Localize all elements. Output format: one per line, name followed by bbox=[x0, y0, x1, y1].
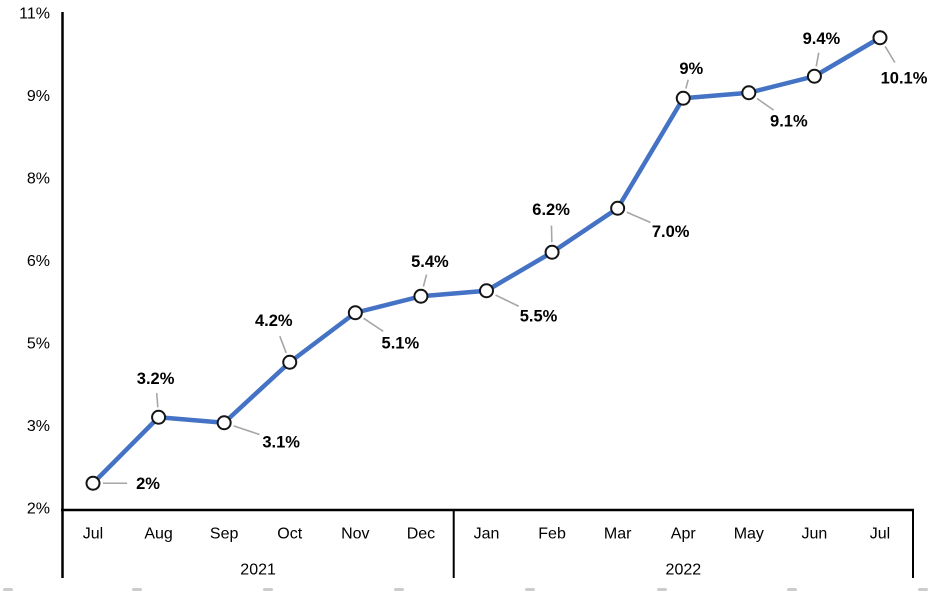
label-leader-line bbox=[422, 274, 428, 287]
data-point-marker bbox=[347, 305, 363, 321]
data-point-marker bbox=[282, 354, 298, 370]
data-point-label: 3.1% bbox=[262, 433, 300, 451]
data-point-label: 5.1% bbox=[382, 334, 420, 352]
data-point-marker bbox=[610, 200, 626, 216]
data-point-marker bbox=[479, 283, 494, 299]
y-axis-tick-label: 11% bbox=[19, 6, 50, 23]
data-point-marker bbox=[806, 68, 822, 84]
x-month-label: Jul bbox=[83, 526, 103, 543]
label-leader-line bbox=[155, 393, 159, 408]
year-label: 2022 bbox=[666, 562, 702, 579]
data-point-label: 10.1% bbox=[881, 69, 928, 87]
data-point-marker bbox=[151, 409, 167, 425]
bottom-tick-mark bbox=[394, 588, 404, 591]
label-leader-line bbox=[884, 45, 896, 63]
data-point-label: 7.0% bbox=[652, 223, 690, 241]
bottom-tick-mark bbox=[525, 588, 535, 591]
x-month-label: Sep bbox=[210, 526, 239, 543]
bottom-tick-mark bbox=[918, 588, 928, 591]
label-leader-line bbox=[233, 425, 260, 436]
bottom-tick-mark bbox=[657, 588, 667, 591]
data-point-marker bbox=[675, 90, 691, 106]
label-leader-line bbox=[756, 97, 775, 111]
bottom-tick-mark bbox=[3, 588, 13, 591]
data-point-label: 2% bbox=[136, 475, 160, 493]
data-point-marker bbox=[216, 415, 232, 431]
data-point-label: 4.2% bbox=[255, 312, 293, 330]
data-point-label: 6.2% bbox=[532, 201, 570, 219]
label-leader-line bbox=[279, 335, 287, 354]
y-axis-tick-label: 8% bbox=[27, 171, 50, 188]
series-line bbox=[90, 35, 883, 486]
data-point-label: 9.1% bbox=[770, 112, 808, 130]
data-point-marker bbox=[872, 30, 888, 46]
x-month-label: May bbox=[734, 526, 764, 543]
year-label: 2021 bbox=[240, 562, 276, 579]
x-month-label: Aug bbox=[144, 526, 172, 543]
bottom-tick-mark bbox=[132, 588, 142, 591]
y-axis-tick-label: 2% bbox=[27, 501, 50, 518]
y-axis-tick-label: 3% bbox=[27, 418, 50, 435]
x-month-label: Jun bbox=[802, 526, 828, 543]
data-point-label: 9% bbox=[679, 60, 703, 78]
label-leader-line bbox=[626, 211, 651, 224]
y-axis-tick-label: 6% bbox=[27, 253, 50, 270]
x-month-label: Feb bbox=[538, 526, 566, 543]
x-month-label: Jul bbox=[870, 526, 890, 543]
x-month-label: Jan bbox=[474, 526, 500, 543]
data-point-marker bbox=[85, 475, 101, 491]
data-point-label: 9.4% bbox=[803, 30, 841, 48]
y-axis-tick-label: 5% bbox=[27, 336, 50, 353]
x-month-label: Apr bbox=[671, 526, 697, 543]
data-point-label: 5.4% bbox=[411, 253, 449, 271]
y-axis-tick-label: 9% bbox=[27, 88, 50, 105]
label-leader-line bbox=[685, 79, 689, 89]
x-month-label: Nov bbox=[341, 526, 369, 543]
data-point-label: 3.2% bbox=[137, 370, 175, 388]
bottom-tick-mark bbox=[787, 588, 797, 591]
data-point-marker bbox=[544, 244, 560, 260]
x-month-label: Mar bbox=[604, 526, 632, 543]
x-month-label: Oct bbox=[277, 526, 302, 543]
data-point-marker bbox=[741, 85, 757, 101]
bottom-tick-mark bbox=[263, 588, 273, 591]
label-leader-line bbox=[363, 317, 384, 333]
x-month-label: Dec bbox=[407, 526, 435, 543]
data-point-label: 5.5% bbox=[520, 307, 558, 325]
label-leader-line bbox=[815, 52, 820, 67]
data-point-marker bbox=[413, 288, 429, 304]
label-leader-line bbox=[495, 294, 520, 307]
